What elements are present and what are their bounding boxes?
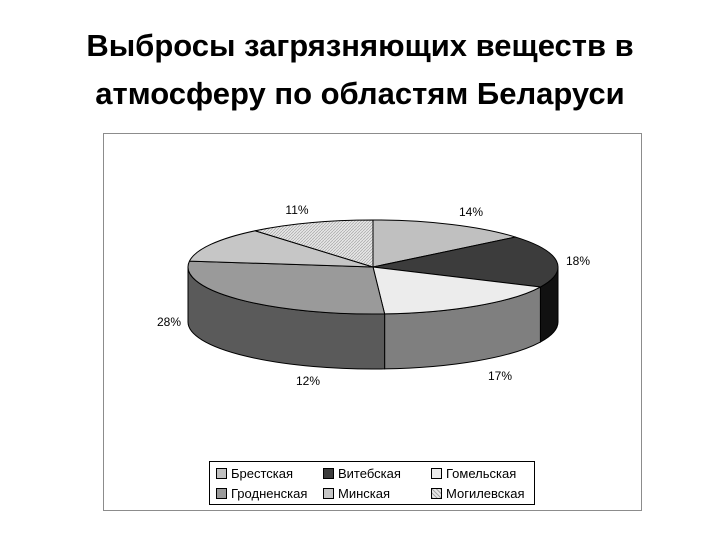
legend-label: Гомельская	[446, 466, 517, 481]
legend-label: Витебская	[338, 466, 401, 481]
pie-slice-2	[372, 236, 559, 288]
pie-slice-1	[372, 219, 517, 268]
pie-slice-5	[188, 230, 374, 268]
legend-label: Гродненская	[231, 486, 308, 501]
pie-slice-6	[254, 219, 374, 268]
legend-item: Гомельская	[431, 466, 516, 482]
legend-swatch	[431, 488, 442, 500]
legend-swatch	[431, 468, 442, 480]
slide-title-line-1: Выбросы загрязняющих веществ в	[86, 28, 634, 63]
slide-title: Выбросы загрязняющих веществ в атмосферу…	[0, 22, 720, 118]
legend-label: Могилевская	[446, 486, 525, 501]
pie-slice-4	[187, 260, 386, 315]
pie-data-label: 18%	[566, 254, 590, 268]
legend-swatch	[323, 468, 334, 480]
legend-item: Брестская	[216, 466, 293, 482]
chart-legend: Брестская Витебская Гомельская Гродненская М…	[209, 461, 535, 505]
legend-swatch	[323, 488, 334, 500]
pie-data-label: 28%	[157, 315, 181, 329]
legend-item: Витебская	[323, 466, 401, 482]
legend-item: Гродненская	[216, 486, 307, 502]
slide-title-line-2: атмосферу по областям Беларуси	[95, 76, 625, 111]
legend-swatch	[216, 468, 227, 480]
pie-slice-3	[372, 266, 541, 315]
legend-label: Минская	[338, 486, 391, 501]
pie-data-label: 14%	[459, 205, 483, 219]
pie-data-label: 17%	[488, 369, 512, 383]
legend-label: Брестская	[231, 466, 294, 481]
legend-item: Могилевская	[431, 486, 525, 502]
legend-item: Минская	[323, 486, 390, 502]
pie-data-label: 12%	[296, 374, 320, 388]
pie-data-label: 11%	[285, 203, 308, 217]
legend-swatch	[216, 488, 227, 500]
